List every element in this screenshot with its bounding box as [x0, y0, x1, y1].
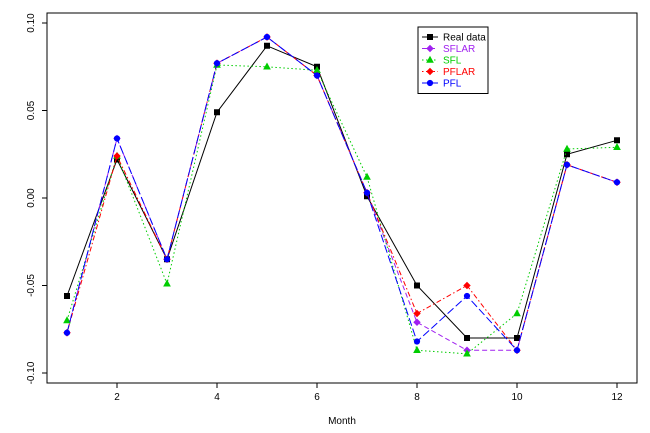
- y-tick-label: 0.00: [26, 188, 37, 208]
- data-point: [413, 346, 421, 353]
- y-axis: -0.10 -0.05 0.00 0.05 0.10: [26, 13, 47, 384]
- data-point: [163, 279, 171, 287]
- x-tick-label: 8: [414, 392, 420, 403]
- x-axis: 2 4 6 8 10 12: [114, 383, 623, 403]
- data-point: [563, 161, 571, 168]
- legend-marker: [426, 44, 434, 53]
- data-point: [363, 189, 371, 196]
- data-point: [413, 309, 421, 318]
- data-point: [64, 293, 70, 299]
- series-pfl: [63, 33, 621, 354]
- legend-item: Real data: [422, 33, 486, 44]
- x-tick-label: 10: [511, 392, 523, 403]
- legend-marker: [426, 79, 434, 87]
- data-point: [214, 109, 220, 116]
- data-point: [464, 335, 470, 341]
- data-point: [463, 349, 471, 357]
- x-tick-label: 6: [314, 392, 320, 403]
- data-point: [113, 135, 121, 142]
- series-line: [66, 36, 618, 351]
- data-point: [513, 309, 521, 317]
- data-point: [63, 316, 71, 324]
- y-tick-label: 0.10: [26, 13, 37, 33]
- data-point: [63, 329, 71, 336]
- legend-label: Real data: [443, 33, 486, 44]
- y-tick-label: -0.05: [26, 274, 37, 297]
- data-point: [213, 60, 221, 67]
- data-point: [614, 137, 620, 144]
- series-sfl: [63, 60, 621, 357]
- data-point: [413, 338, 421, 345]
- series-line: [66, 45, 618, 339]
- data-point: [563, 144, 571, 152]
- data-point: [263, 62, 271, 70]
- data-point: [413, 318, 421, 326]
- legend-item: PFL: [422, 79, 462, 90]
- series-layer: [63, 33, 621, 357]
- data-point: [264, 42, 270, 49]
- legend-marker: [426, 55, 434, 63]
- series-real-data: [64, 42, 620, 341]
- legend-item: PFLAR: [422, 67, 475, 78]
- series-sflar: [63, 33, 621, 354]
- data-point: [463, 281, 471, 290]
- data-point: [564, 151, 570, 158]
- y-tick-label: -0.10: [26, 361, 37, 384]
- data-point: [263, 33, 271, 41]
- x-tick-label: 2: [114, 392, 120, 403]
- legend-label: PFLAR: [443, 67, 475, 78]
- data-point: [113, 152, 121, 160]
- series-line: [66, 36, 618, 352]
- legend-label: SFLAR: [443, 44, 475, 55]
- data-point: [613, 143, 621, 150]
- data-point: [513, 347, 521, 354]
- x-tick-label: 4: [214, 392, 220, 403]
- legend-marker: [427, 34, 433, 40]
- data-point: [414, 282, 420, 289]
- y-tick-label: 0.05: [26, 100, 37, 120]
- legend-item: SFLAR: [422, 44, 475, 55]
- data-point: [163, 256, 171, 263]
- data-point: [463, 292, 471, 300]
- x-axis-title: Month: [328, 416, 356, 427]
- legend-item: SFL: [422, 56, 462, 67]
- x-tick-label: 12: [611, 392, 623, 403]
- series-pflar: [63, 33, 621, 354]
- legend-marker: [426, 67, 434, 76]
- legend-label: SFL: [443, 56, 462, 67]
- plot-frame: [46, 12, 638, 384]
- data-point: [313, 72, 321, 79]
- legend-label: PFL: [443, 79, 462, 90]
- series-line: [66, 64, 618, 355]
- data-point: [363, 172, 371, 180]
- data-point: [613, 179, 621, 186]
- data-point: [514, 335, 520, 341]
- series-line: [66, 36, 618, 352]
